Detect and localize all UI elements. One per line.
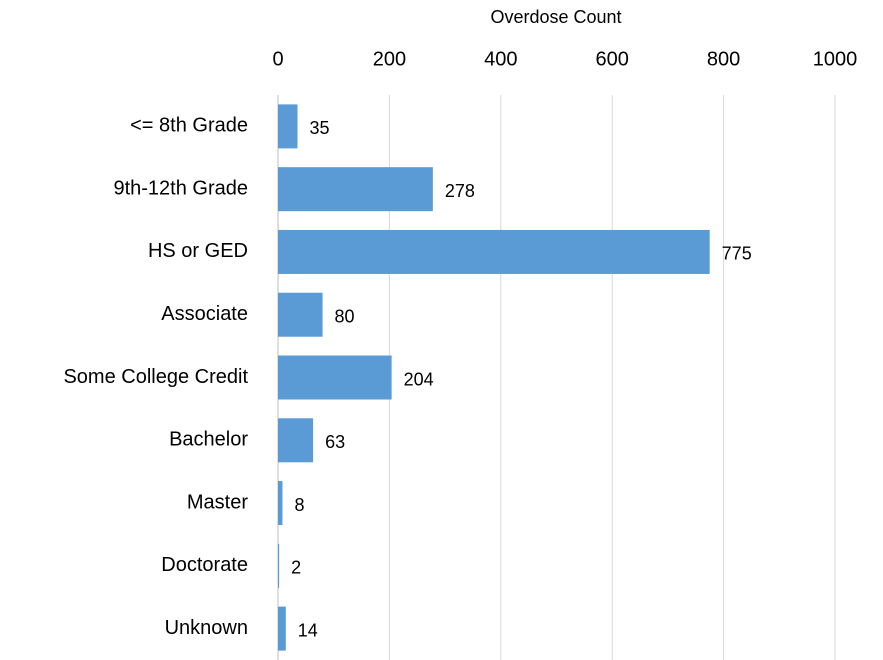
y-tick-label: Associate (161, 303, 248, 325)
bar (278, 167, 433, 212)
bar (278, 543, 280, 588)
y-tick-label: Doctorate (161, 554, 248, 576)
y-tick-label: 9th-12th Grade (113, 177, 248, 199)
data-label: 35 (309, 118, 329, 138)
bar (278, 355, 392, 400)
y-tick-label: Some College Credit (63, 366, 248, 388)
data-label: 14 (298, 620, 318, 640)
data-label: 204 (404, 369, 434, 389)
x-axis-title: Overdose Count (490, 7, 621, 27)
bar (278, 292, 323, 337)
x-tick-label: 400 (484, 48, 517, 70)
bar (278, 104, 298, 149)
bar (278, 418, 314, 463)
data-label: 63 (325, 432, 345, 452)
data-label: 278 (445, 181, 475, 201)
y-tick-label: HS or GED (148, 240, 248, 262)
data-label: 775 (722, 244, 752, 264)
y-tick-label: Master (187, 491, 248, 513)
x-tick-label: 0 (272, 48, 283, 70)
bar (278, 606, 286, 651)
x-tick-label: 1000 (813, 48, 858, 70)
bar (278, 229, 710, 274)
x-tick-label: 200 (373, 48, 406, 70)
y-tick-label: <= 8th Grade (130, 115, 248, 137)
data-label: 2 (291, 558, 301, 578)
y-tick-label: Bachelor (169, 429, 248, 451)
x-tick-label: 800 (707, 48, 740, 70)
bar (278, 481, 283, 526)
data-label: 8 (294, 495, 304, 515)
data-label: 80 (335, 306, 355, 326)
x-tick-label: 600 (596, 48, 629, 70)
y-tick-label: Unknown (165, 617, 248, 639)
